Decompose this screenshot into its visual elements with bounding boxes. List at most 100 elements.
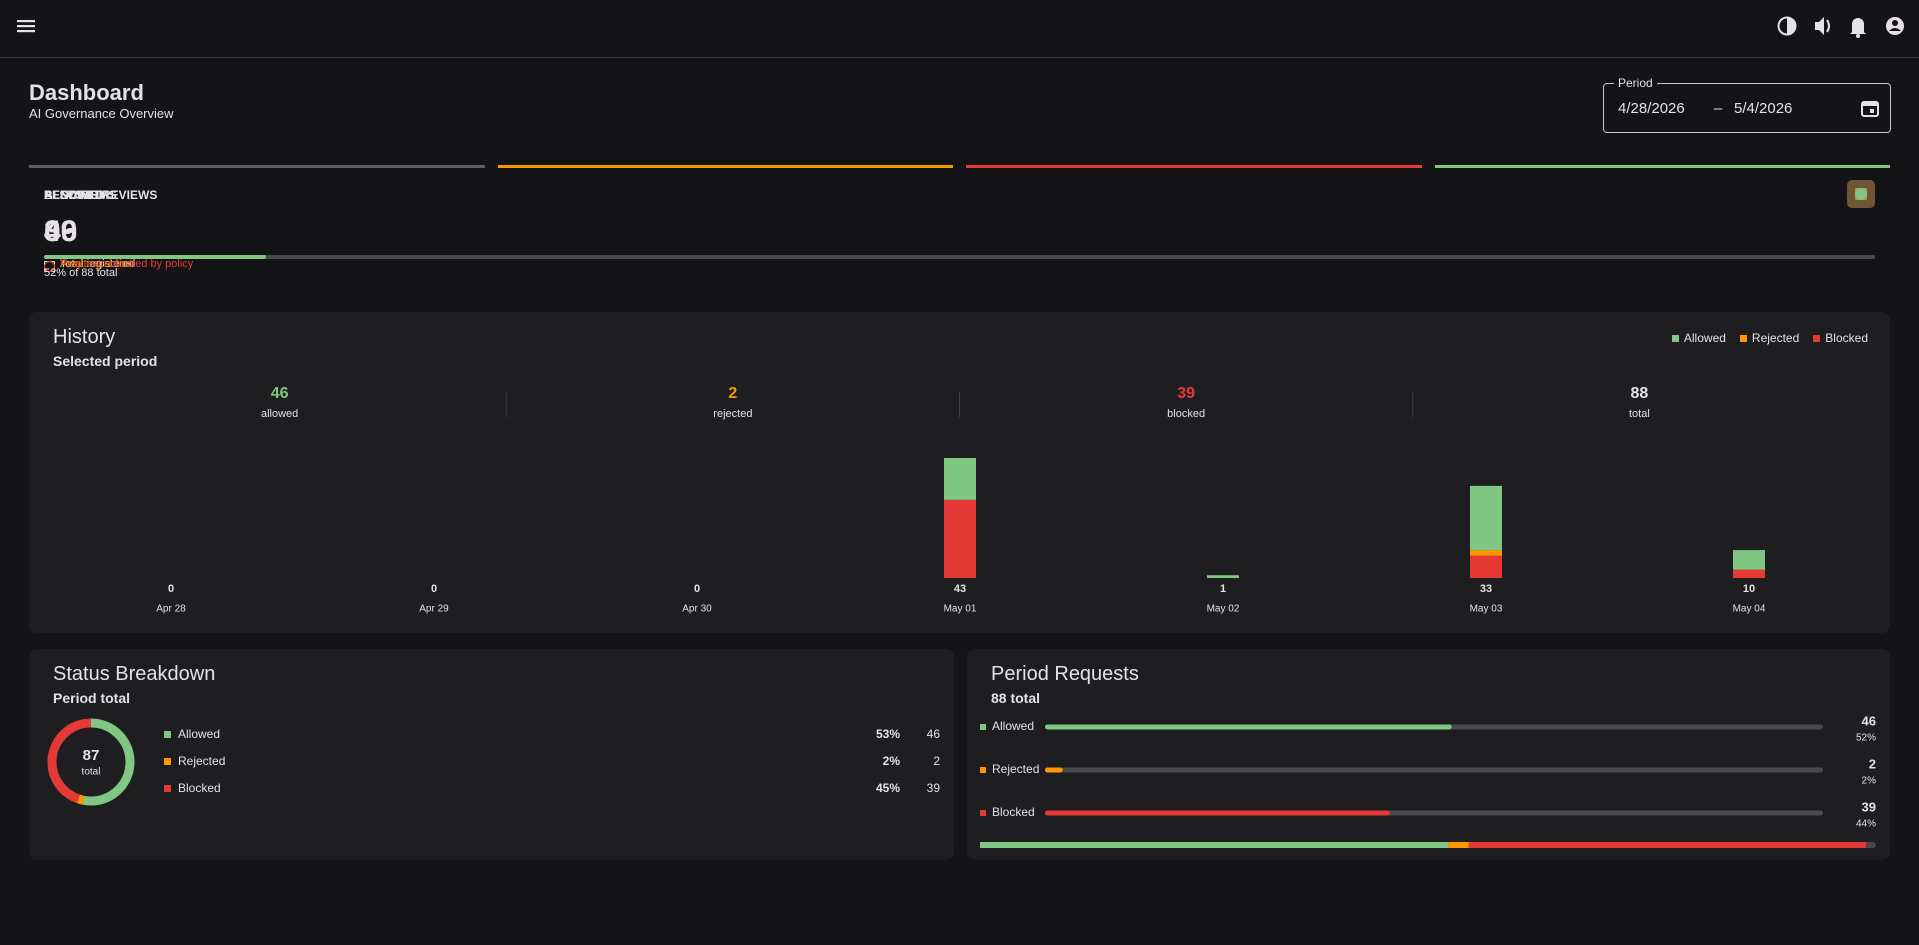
card-value: 0 xyxy=(44,215,61,248)
card-value: 46 xyxy=(44,215,78,248)
period-start: 4/28/2026 xyxy=(1618,100,1685,117)
card-note: Awaiting action xyxy=(60,258,134,270)
status-subtitle: Period total xyxy=(53,690,131,706)
progress-track xyxy=(44,255,1875,259)
history-legend: Allowed Rejected Blocked xyxy=(1671,331,1868,345)
day-label: May 03 xyxy=(1470,604,1503,615)
history-panel: 46 allowed 2 rejected 39 blocked 88 total 0 Apr 2… xyxy=(29,312,1890,633)
menu-button[interactable] xyxy=(17,20,35,33)
period-separator: – xyxy=(1714,100,1723,117)
history-bar-segment xyxy=(944,458,976,500)
request-dot xyxy=(980,724,986,730)
summary-label: allowed xyxy=(261,408,298,420)
sound-button[interactable] xyxy=(1815,17,1830,35)
legend-item: Allowed xyxy=(1671,331,1726,345)
card-icon xyxy=(1847,180,1875,208)
day-label: May 01 xyxy=(944,604,977,615)
legend-swatch xyxy=(1813,334,1821,342)
card-icon-glyph xyxy=(1855,188,1867,200)
requests-total-label: total xyxy=(1010,690,1041,706)
summary-value: 88 xyxy=(1630,385,1648,402)
day-label: May 02 xyxy=(1207,604,1240,615)
status-count: 2 xyxy=(933,754,940,768)
history-bar-segment xyxy=(944,499,976,578)
summary-label: total xyxy=(1629,408,1650,420)
donut-segment xyxy=(47,718,135,806)
card-title: AI SYSTEMS xyxy=(44,188,117,202)
request-count: 2 xyxy=(1869,756,1876,771)
legend-swatch xyxy=(1671,334,1679,342)
request-dot xyxy=(980,810,986,816)
card-title: ALLOWED xyxy=(44,188,105,202)
status-panel: Status Breakdown Period total Allowed 53%… xyxy=(29,649,954,860)
day-total: 43 xyxy=(954,583,966,595)
summary-value: 46 xyxy=(271,385,289,402)
legend-label: Rejected xyxy=(1751,331,1800,345)
history-bar-segment xyxy=(1470,550,1502,556)
request-bar xyxy=(1045,810,1390,816)
calendar-icon[interactable] xyxy=(1860,98,1880,118)
status-title: Status Breakdown xyxy=(53,663,216,685)
summary-label: blocked xyxy=(1167,408,1205,420)
requests-title: Period Requests xyxy=(991,663,1139,685)
top-bar xyxy=(0,0,1919,58)
notifications-button[interactable] xyxy=(1850,18,1866,38)
summary-value: 2 xyxy=(728,385,737,402)
request-name: Blocked xyxy=(992,805,1035,819)
request-percent: 2% xyxy=(1862,776,1877,787)
day-total: 0 xyxy=(694,583,700,595)
request-count: 39 xyxy=(1862,799,1876,814)
request-bar xyxy=(1045,724,1452,730)
stat-cards: AI SYSTEMS 4 Total registered PENDING REVIE… xyxy=(29,165,1890,296)
status-percent: 53% xyxy=(876,727,900,741)
legend-item: Blocked xyxy=(1813,331,1868,345)
history-title: History xyxy=(53,326,116,348)
donut-total: 87 xyxy=(83,747,100,764)
history-chart: 46 allowed 2 rejected 39 blocked 88 total 0 Apr 2… xyxy=(156,385,1766,615)
request-percent: 44% xyxy=(1856,819,1876,830)
requests-subtitle: 88 total xyxy=(991,690,1040,706)
total-segment xyxy=(1468,842,1866,848)
top-bar-icons xyxy=(17,16,1904,38)
status-swatch xyxy=(164,758,171,765)
stat-card: ALLOWED 46 52% of 88 total xyxy=(44,165,1890,296)
day-total: 0 xyxy=(431,583,437,595)
legend-label: Blocked xyxy=(1825,331,1868,345)
donut-total-label: total xyxy=(82,767,101,778)
card-title: PENDING REVIEWS xyxy=(44,188,158,202)
day-label: Apr 30 xyxy=(682,604,712,615)
status-percent: 45% xyxy=(876,781,900,795)
status-name: Blocked xyxy=(178,781,221,795)
period-field[interactable]: Period 4/28/2026 – 5/4/2026 xyxy=(1603,76,1891,133)
status-count: 46 xyxy=(927,727,941,741)
requests-chart: Allowed 46 52% Rejected 2 2% Blocked 39 44% xyxy=(980,713,1877,848)
theme-toggle[interactable] xyxy=(1777,16,1797,36)
history-bar-segment xyxy=(1207,575,1239,578)
stat-card: BLOCKED 39 Requests blocked by policy xyxy=(44,165,1875,296)
period-end: 5/4/2026 xyxy=(1734,100,1793,117)
account-button[interactable] xyxy=(1886,17,1904,35)
card-note: 52% of 88 total xyxy=(44,267,118,279)
request-track xyxy=(1045,767,1823,773)
request-dot xyxy=(980,767,986,773)
day-total: 33 xyxy=(1480,583,1492,595)
card-note-icon xyxy=(44,261,55,272)
page-subtitle: AI Governance Overview xyxy=(29,106,174,121)
status-swatch xyxy=(164,731,171,738)
period-label: Period xyxy=(1614,76,1657,90)
card-note: Requests blocked by policy xyxy=(60,258,194,270)
day-label: Apr 28 xyxy=(156,604,186,615)
status-percent: 2% xyxy=(883,754,901,768)
card-note: Total registered xyxy=(60,258,136,270)
request-count: 46 xyxy=(1862,713,1876,728)
requests-panel: Period Requests 88 total Allowed 46 52% Rej… xyxy=(967,649,1890,860)
history-bar-segment xyxy=(1733,550,1765,570)
legend-swatch xyxy=(1739,334,1747,342)
day-label: May 04 xyxy=(1733,604,1766,615)
page-title: Dashboard xyxy=(29,80,144,105)
total-segment xyxy=(980,842,1449,848)
status-swatch xyxy=(164,785,171,792)
progress-bar xyxy=(44,255,266,259)
day-total: 1 xyxy=(1220,583,1226,595)
status-name: Rejected xyxy=(178,754,225,768)
